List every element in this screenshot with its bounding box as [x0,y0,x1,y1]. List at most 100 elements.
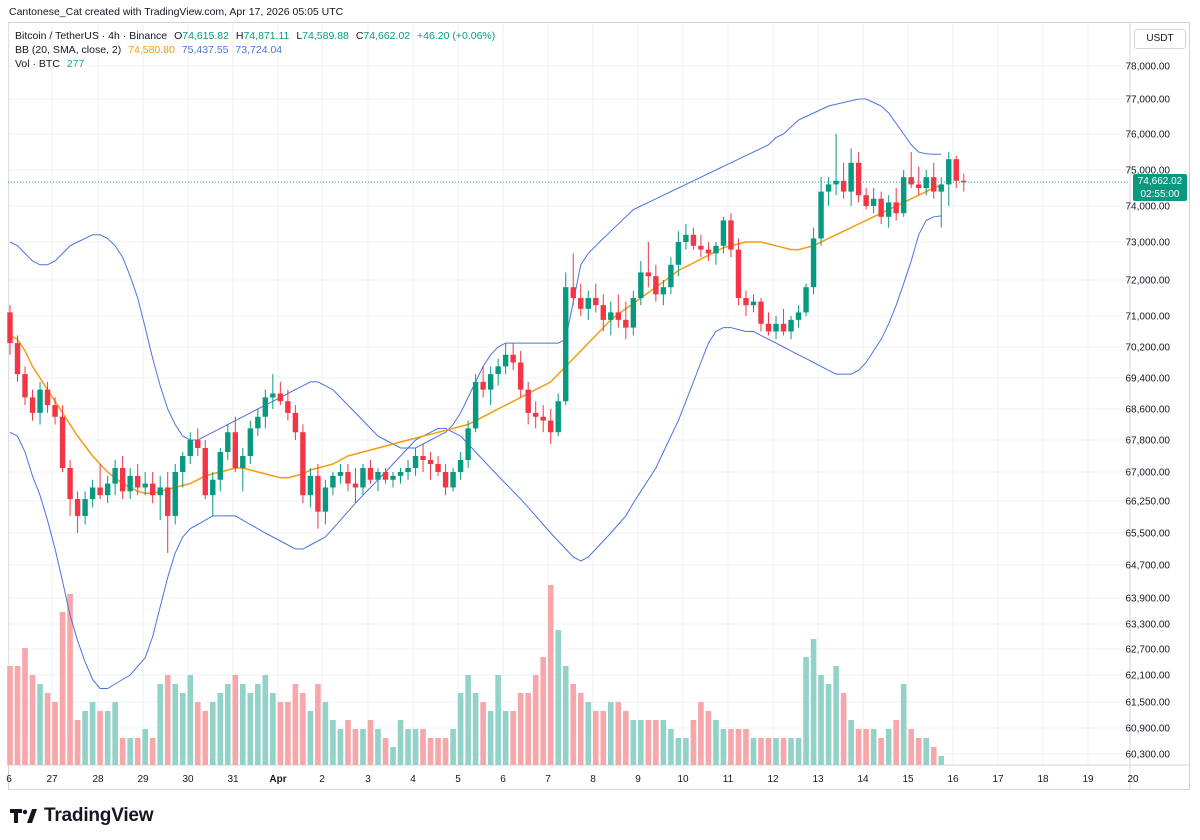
candle [457,452,464,480]
volume-bar [59,612,66,765]
low-label: L [296,30,303,42]
volume-bar [825,684,832,765]
volume-bar [555,630,562,765]
candle-body [97,487,103,496]
last-price-tag: 74,662.02 02:55:00 [1133,174,1187,201]
candle [397,468,404,484]
volume-bar [217,693,224,765]
candle-body [472,381,479,429]
high-value: 74,871.11 [243,30,290,42]
candle [412,448,419,476]
candle-body [119,468,126,492]
volume-bar [127,738,133,765]
candle-body [855,162,862,196]
volume-bar [930,747,937,765]
volume-bar [37,684,43,765]
candle-body [29,397,36,413]
candle [690,227,697,250]
bb-basis-value: 74,580.80 [128,44,175,56]
x-tick-label: 7 [545,774,551,785]
candle [608,301,614,336]
currency-unit-button[interactable]: USDT [1134,29,1186,49]
x-tick-label: 5 [455,774,461,785]
candle-body [517,362,524,390]
candle [653,264,659,302]
candle-body [548,420,554,433]
volume-bar [360,729,366,765]
candle [863,188,869,210]
candle-body [127,475,133,492]
candle [202,440,208,500]
volume-bar [750,738,757,765]
volume-bar [134,738,141,765]
candle-body [848,162,854,192]
volume-bar [803,657,809,765]
volume-bar [698,702,704,765]
candle-body [375,472,381,480]
candle-body [585,298,591,309]
candle [630,290,637,336]
time-axis: 6 27 28 29 30 31 Apr 2 3 4 5 6 7 8 9 10 11 12 13 14 15 16 17 18… [6,774,1139,785]
candle [22,366,28,406]
candle [833,134,839,196]
volume-bar [390,747,396,765]
tradingview-logo[interactable]: TradingView [10,804,154,828]
volume-bar [382,738,389,765]
candle-body [615,312,622,320]
candle-body [638,272,644,298]
candle [645,242,652,288]
x-tick-label: 31 [227,774,239,785]
candle-body [390,475,396,480]
volume-bar [285,702,291,765]
candle-body [675,242,682,265]
candle-body [788,319,794,332]
candle [848,148,854,206]
candle-body [773,323,779,332]
candle [585,290,591,320]
y-tick-label: 78,000.00 [1126,62,1171,73]
candle [330,472,336,496]
x-tick-label: 16 [947,774,959,785]
volume-bar [262,675,269,765]
candle-body [900,177,907,214]
candle-body [465,428,471,460]
y-tick-label: 77,000.00 [1126,95,1171,106]
candle-body [89,487,96,500]
candle-body [555,401,561,433]
candle [480,366,486,398]
volume-bar [923,738,930,765]
candle [300,424,306,504]
candle [322,479,329,525]
candle [510,343,516,371]
candle-body [660,287,667,295]
candle [600,294,606,332]
volume-bar [863,729,869,765]
candle [683,224,689,250]
candle [172,464,178,525]
candle [405,460,411,480]
candle [232,416,238,472]
candle-body [270,393,276,398]
volume-bar [300,693,306,765]
candle-body [427,460,434,464]
x-tick-label: 13 [812,774,824,785]
x-tick-label: 15 [902,774,914,785]
volume-bar [840,693,847,765]
y-tick-label: 74,000.00 [1126,202,1171,213]
x-tick-label: 12 [767,774,779,785]
candle [593,283,599,313]
volume-bar [502,711,509,765]
volume-bar [653,720,659,765]
volume-bar [270,693,276,765]
volume-bar [7,666,13,765]
grid-lines [8,23,1190,790]
candle [420,444,426,472]
candle [487,366,494,406]
candle [427,452,434,480]
volume-bar [44,693,51,765]
volume-bar [352,729,359,765]
candle [67,460,73,516]
candle [82,491,88,525]
candle-body [352,483,359,488]
